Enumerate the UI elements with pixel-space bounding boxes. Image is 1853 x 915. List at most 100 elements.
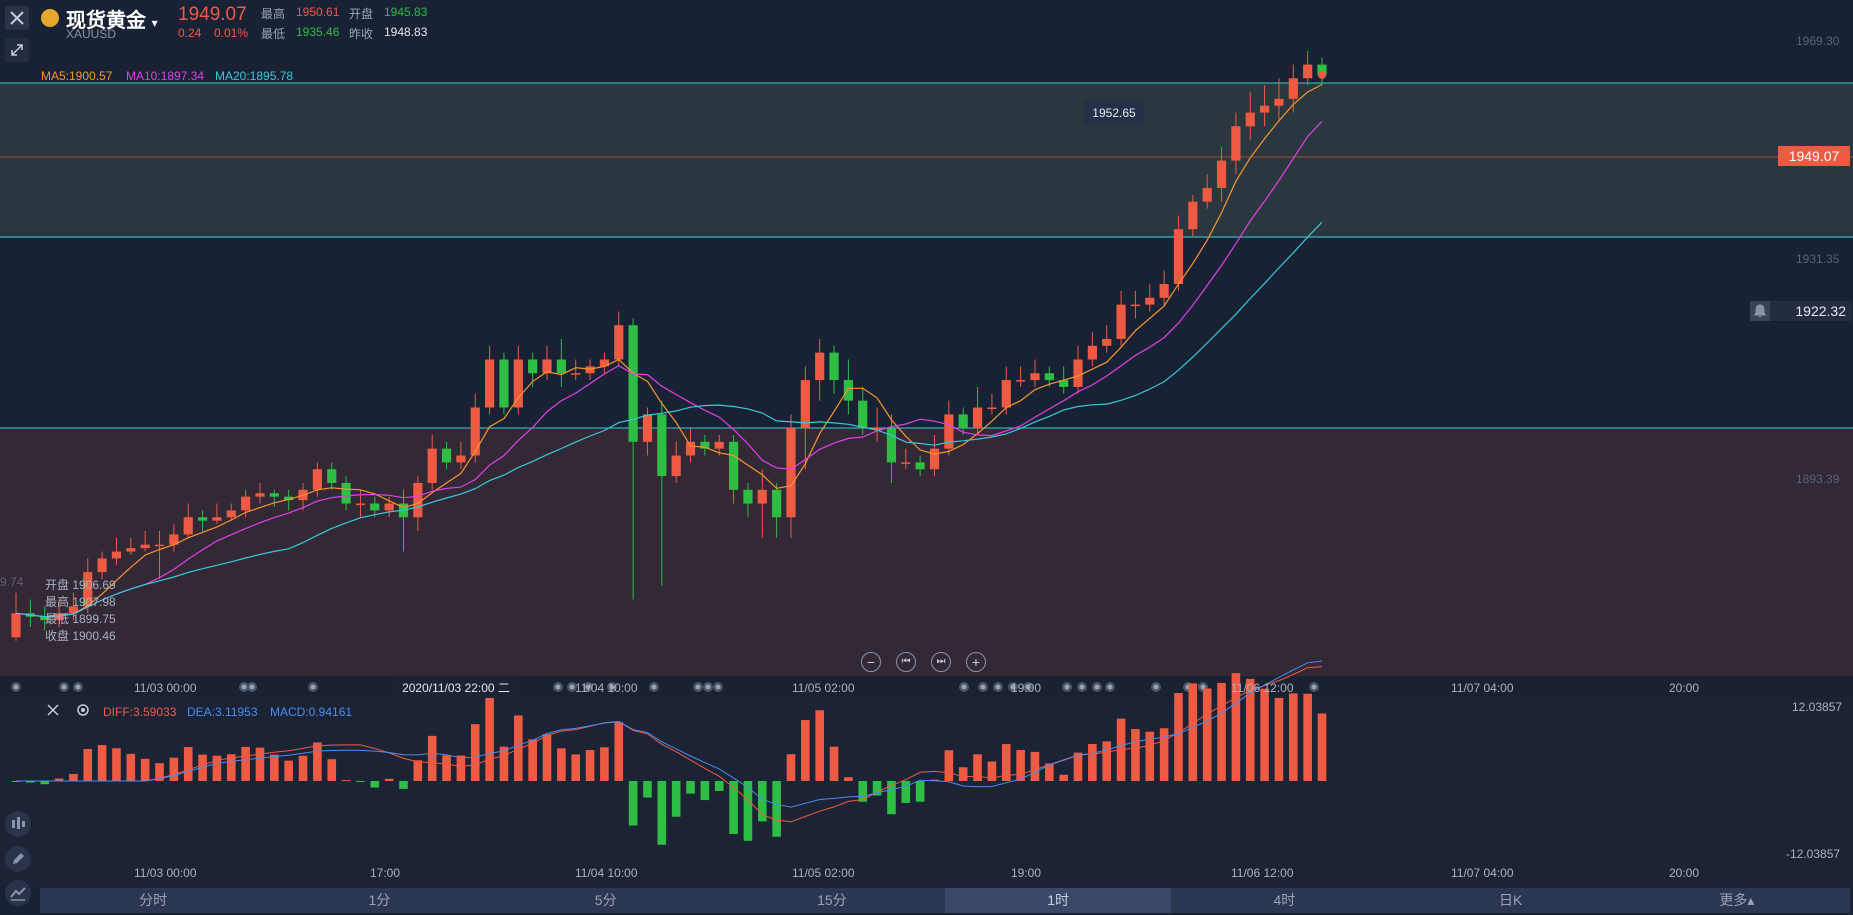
price-axis-mid1: 1931.35	[1796, 252, 1840, 266]
macd-histogram-bar	[356, 781, 365, 782]
macd-settings-button[interactable]	[76, 703, 90, 717]
price-change-pct: 0.01%	[214, 26, 249, 40]
period-tab[interactable]: 1分	[368, 892, 391, 908]
close-button[interactable]	[5, 6, 29, 30]
line-chart-icon	[10, 887, 26, 901]
event-marker-core	[1079, 684, 1085, 690]
chart-type-button[interactable]	[5, 880, 31, 906]
period-tab[interactable]: 5分	[594, 892, 617, 908]
gear-icon	[77, 704, 89, 716]
macd-histogram-bar	[772, 781, 781, 837]
candle-body	[743, 489, 753, 504]
macd-histogram-bar	[815, 710, 824, 781]
low-label: 最低	[261, 27, 286, 41]
ma5-label: MA5:1900.57	[41, 69, 113, 83]
candle-body	[226, 510, 236, 518]
price-axis-top: 1969.30	[1796, 34, 1840, 48]
drawing-tool-button[interactable]	[5, 38, 29, 62]
macd-histogram-bar	[1231, 673, 1241, 781]
macd-histogram-bar	[1202, 688, 1212, 781]
period-tab[interactable]: 15分	[817, 892, 847, 908]
event-marker-core	[13, 684, 19, 690]
time-axis-label: 19:00	[1011, 681, 1042, 695]
macd-histogram-bar	[399, 781, 408, 789]
candle-body	[140, 544, 150, 549]
event-marker-core	[980, 684, 986, 690]
candle-body	[370, 503, 380, 511]
macd-histogram-bar	[1159, 728, 1169, 781]
macd-histogram-bar	[413, 760, 423, 781]
macd-histogram-bar	[1131, 729, 1140, 781]
alert-price-tag[interactable]: 1922.32	[1770, 301, 1852, 321]
period-tab[interactable]: 日K	[1498, 892, 1523, 908]
indicator-button[interactable]	[5, 811, 31, 837]
period-tab[interactable]: 分时	[139, 892, 168, 908]
candle-body	[183, 517, 193, 535]
macd-histogram-bar	[614, 722, 624, 781]
macd-histogram-bar	[944, 750, 954, 781]
chevron-down-icon: ▾	[151, 16, 158, 30]
macd-axis-bottom: -12.03857	[1786, 847, 1841, 861]
ohlc-open: 开盘 1906.69	[45, 578, 116, 592]
macd-histogram-bar	[1088, 744, 1097, 781]
price-axis-mid2: 1893.39	[1796, 472, 1840, 486]
macd-histogram-bar	[1001, 744, 1011, 781]
candle-body	[341, 482, 351, 504]
candle-body	[815, 352, 825, 381]
macd-histogram-bar	[643, 781, 652, 798]
candle-body	[1260, 105, 1270, 113]
macd-histogram-bar	[915, 781, 925, 802]
candles-icon	[12, 817, 25, 829]
candle-body	[154, 544, 165, 547]
candle-body	[1087, 345, 1097, 360]
ma10-line	[15, 120, 1323, 618]
time-axis-label: 20:00	[1669, 681, 1700, 695]
macd-histogram-bar	[169, 757, 179, 781]
period-tab[interactable]: 更多▴	[1719, 892, 1755, 908]
candle-body	[671, 455, 681, 477]
candle-body	[772, 489, 782, 518]
candle-body	[68, 606, 78, 614]
macd-diff-label: DIFF:3.59033	[103, 705, 177, 719]
zoom-out-button[interactable]: −	[861, 652, 881, 672]
symbol-name[interactable]: 现货黄金 ▾	[66, 10, 158, 32]
macd-histogram-bar	[514, 715, 523, 781]
close-macd-button[interactable]	[46, 703, 60, 717]
scroll-end-button[interactable]: ⏭	[931, 652, 951, 672]
period-bar: 分时 1分 5分 15分 1时 4时 日K 更多▴	[40, 888, 1850, 913]
candle-body	[54, 613, 64, 621]
macd-histogram-bar	[255, 747, 265, 781]
candle-body	[571, 373, 581, 375]
macd-histogram-bar	[69, 773, 78, 781]
scroll-start-button[interactable]: ⏮	[896, 652, 916, 672]
candle-body	[255, 493, 265, 497]
candle-body	[413, 482, 423, 518]
event-marker-core	[961, 684, 967, 690]
macd-histogram-bar	[1303, 693, 1312, 781]
candle-body	[212, 517, 222, 521]
candle-body	[757, 489, 767, 504]
zoom-in-button[interactable]: +	[966, 652, 986, 672]
macd-histogram-bar	[657, 781, 667, 845]
macd-histogram-bar	[1016, 749, 1025, 781]
macd-histogram-bar	[155, 763, 164, 781]
period-tab[interactable]: 1时	[945, 888, 1172, 913]
time-axis-label: 11/06 12:00	[1231, 681, 1294, 695]
bell-icon[interactable]	[1750, 301, 1770, 321]
candle-body	[599, 359, 610, 367]
symbol-code: XAUUSD	[66, 27, 117, 41]
event-marker-core	[1107, 684, 1113, 690]
gold-coin-icon	[41, 9, 59, 27]
candle-body	[241, 496, 251, 511]
macd-histogram-bar	[1045, 763, 1054, 781]
period-tab[interactable]: 4时	[1273, 892, 1296, 908]
macd-histogram-bar	[743, 781, 753, 841]
time-axis-label: 19:00	[1011, 866, 1042, 880]
draw-button[interactable]	[5, 846, 31, 872]
macd-axis-top: 12.03857	[1792, 700, 1843, 714]
candle-body	[628, 325, 638, 442]
macd-histogram-bar	[427, 735, 437, 781]
candle-body	[111, 551, 122, 559]
candle-body	[657, 414, 667, 477]
